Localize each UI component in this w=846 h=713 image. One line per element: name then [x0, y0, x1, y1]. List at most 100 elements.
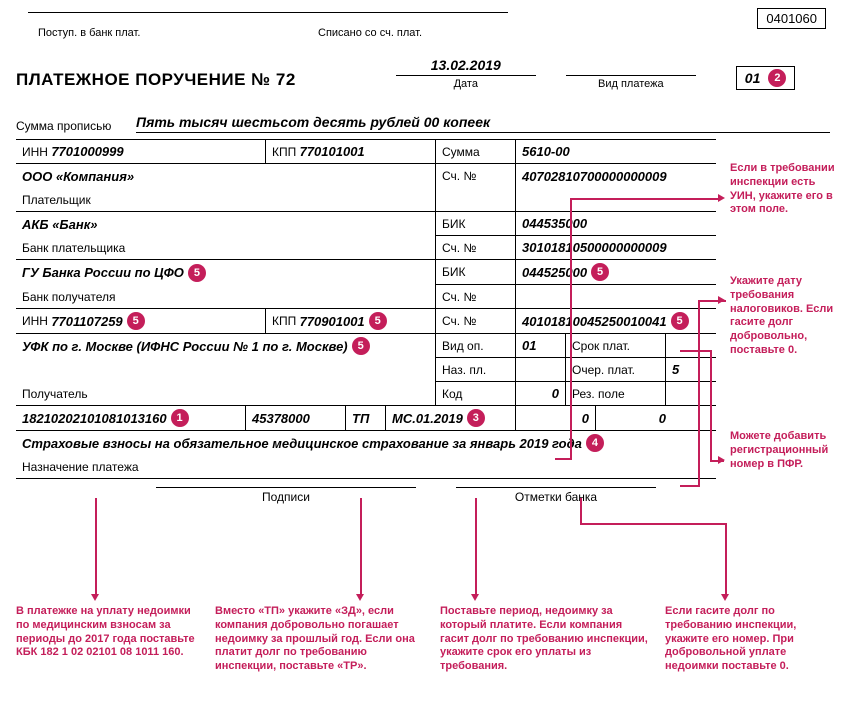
arrow-line [360, 498, 362, 596]
signatures-label: Подписи [156, 487, 416, 504]
marker-5-icon: 5 [671, 312, 689, 330]
cell-recip-name: УФК по г. Москве (ИФНС России № 1 по г. … [16, 334, 436, 358]
payer-inn-value: 7701000999 [51, 144, 123, 159]
annotation-period: Поставьте период, недоимку за который пл… [440, 605, 650, 674]
row-recip-label: Получатель Код 0 Рез. поле [16, 382, 716, 406]
cell-naz-pl-label: Наз. пл. [436, 358, 516, 382]
marker-3-icon: 3 [467, 409, 485, 427]
cell-sch-label-3: Сч. № [436, 285, 516, 308]
marker-4-icon: 4 [586, 434, 604, 452]
cell-srok [666, 334, 716, 358]
recip-bik-value: 044525000 [522, 265, 587, 280]
cell-purpose: Страховые взносы на обязательное медицин… [16, 431, 716, 455]
arrow-line [580, 498, 582, 523]
payer-label: Плательщик [22, 193, 91, 207]
row-payer-bank-label: Банк плательщика Сч. № 30101810500000000… [16, 236, 716, 260]
date-box: 13.02.2019 Дата [396, 57, 536, 90]
row-recip-bank: ГУ Банка России по ЦФО 5 БИК 044525000 5 [16, 260, 716, 285]
recip-bank-value: ГУ Банка России по ЦФО [22, 265, 184, 280]
arrow-head-icon [718, 456, 725, 464]
cell-payer-label: Плательщик [16, 188, 436, 211]
cell-vid-op-label: Вид оп. [436, 334, 516, 358]
payment-type-label: Вид платежа [566, 78, 696, 90]
inn-label: ИНН [22, 145, 48, 159]
cell-naz-pl [516, 358, 566, 382]
sum-text-value: Пять тысяч шестьсот десять рублей 00 коп… [136, 114, 830, 133]
annotation-tp: Вместо «ТП» укажите «ЗД», если компания … [215, 605, 425, 674]
payer-sch-value: 40702810700000000009 [522, 169, 667, 184]
cell-payer-sch-label: Сч. № [436, 164, 516, 188]
payer-bank-label: Банк плательщика [22, 241, 125, 255]
kod-value: 0 [552, 386, 559, 401]
kpp-label-2: КПП [272, 314, 296, 328]
rez-label: Рез. поле [572, 387, 625, 401]
ocher-value: 5 [672, 362, 679, 377]
arrow-line [570, 198, 572, 458]
cell-empty [516, 285, 716, 308]
cell-rez-label: Рез. поле [566, 382, 666, 405]
vid-op-value: 01 [522, 338, 536, 353]
marker-2-icon: 2 [768, 69, 786, 87]
payment-grid: ИНН 7701000999 КПП 770101001 Сумма 5610-… [16, 139, 716, 479]
sum-label: Сумма [442, 145, 480, 159]
row-recip-bank-label: Банк получателя Сч. № [16, 285, 716, 309]
annotation-doc-num: Если гасите долг по требованию инспекции… [665, 605, 835, 674]
cell-sch-label-2: Сч. № [436, 236, 516, 259]
sum-text-row: Сумма прописью Пять тысяч шестьсот десят… [16, 114, 830, 133]
cell-payer-bank-sch: 30101810500000000009 [516, 236, 716, 259]
vid-op-label: Вид оп. [442, 339, 484, 353]
arrow-line [580, 523, 725, 525]
cell-bik-label: БИК [436, 212, 516, 236]
cell-recip-bank-label: Банк получателя [16, 285, 436, 308]
payer-name-value: ООО «Компания» [22, 169, 134, 184]
cell-kbk: 18210202101081013160 1 [16, 406, 246, 430]
ocher-label: Очер. плат. [572, 363, 635, 377]
annotation-uin: Если в требовании инспекции есть УИН, ук… [730, 162, 840, 217]
row-payer-name: ООО «Компания» Сч. № 4070281070000000000… [16, 164, 716, 188]
recip-kpp-value: 770901001 [300, 314, 365, 329]
date-label: Дата [396, 78, 536, 90]
cell-payer-sch: 40702810700000000009 [516, 164, 716, 188]
marker-5-icon: 5 [127, 312, 145, 330]
cell-osnov: ТП [346, 406, 386, 430]
cell-sum-value: 5610-00 [516, 140, 716, 163]
marker-5-icon: 5 [591, 263, 609, 281]
arrow-line [570, 198, 720, 200]
cell-rez [666, 382, 716, 405]
bank-marks-label: Отметки банка [456, 487, 656, 504]
sum-value: 5610-00 [522, 144, 570, 159]
arrow-head-icon [471, 594, 479, 601]
cell-empty [436, 188, 516, 211]
cell-ocher-label: Очер. плат. [566, 358, 666, 382]
cell-period: МС.01.2019 3 [386, 406, 516, 430]
bank-received-label: Поступ. в банк плат. [28, 12, 308, 39]
bik-label: БИК [442, 217, 466, 231]
cell-sch-label-4: Сч. № [436, 309, 516, 333]
purpose-value: Страховые взносы на обязательное медицин… [22, 436, 582, 451]
sum-text-label: Сумма прописью [16, 119, 136, 133]
sch-label-2: Сч. № [442, 241, 476, 255]
sch-label-3: Сч. № [442, 290, 476, 304]
row-payer-label: Плательщик [16, 188, 716, 212]
cell-payer-inn: ИНН 7701000999 [16, 140, 266, 163]
payer-bank-value: АКБ «Банк» [22, 217, 98, 232]
status-code-value: 01 [745, 70, 761, 86]
cell-doc-num: 0 [516, 406, 596, 430]
cell-recip-label: Получатель [16, 382, 436, 405]
cell-kod-label: Код [436, 382, 516, 405]
oktmo-value: 45378000 [252, 411, 310, 426]
annotation-date-req: Укажите дату требования налоговиков. Есл… [730, 275, 840, 358]
cell-kod: 0 [516, 382, 566, 405]
kbk-value: 18210202101081013160 [22, 411, 167, 426]
recip-name-value: УФК по г. Москве (ИФНС России № 1 по г. … [22, 339, 348, 354]
kpp-label: КПП [272, 145, 296, 159]
arrow-line [725, 523, 727, 596]
row-recip-name: УФК по г. Москве (ИФНС России № 1 по г. … [16, 334, 716, 358]
arrow-head-icon [718, 296, 725, 304]
cell-ocher: 5 [666, 358, 716, 382]
osnov-value: ТП [352, 411, 369, 426]
row-purpose: Страховые взносы на обязательное медицин… [16, 431, 716, 455]
srok-label: Срок плат. [572, 339, 630, 353]
arrow-line [680, 485, 700, 487]
title-row: ПЛАТЕЖНОЕ ПОРУЧЕНИЕ № 72 13.02.2019 Дата… [16, 57, 830, 90]
